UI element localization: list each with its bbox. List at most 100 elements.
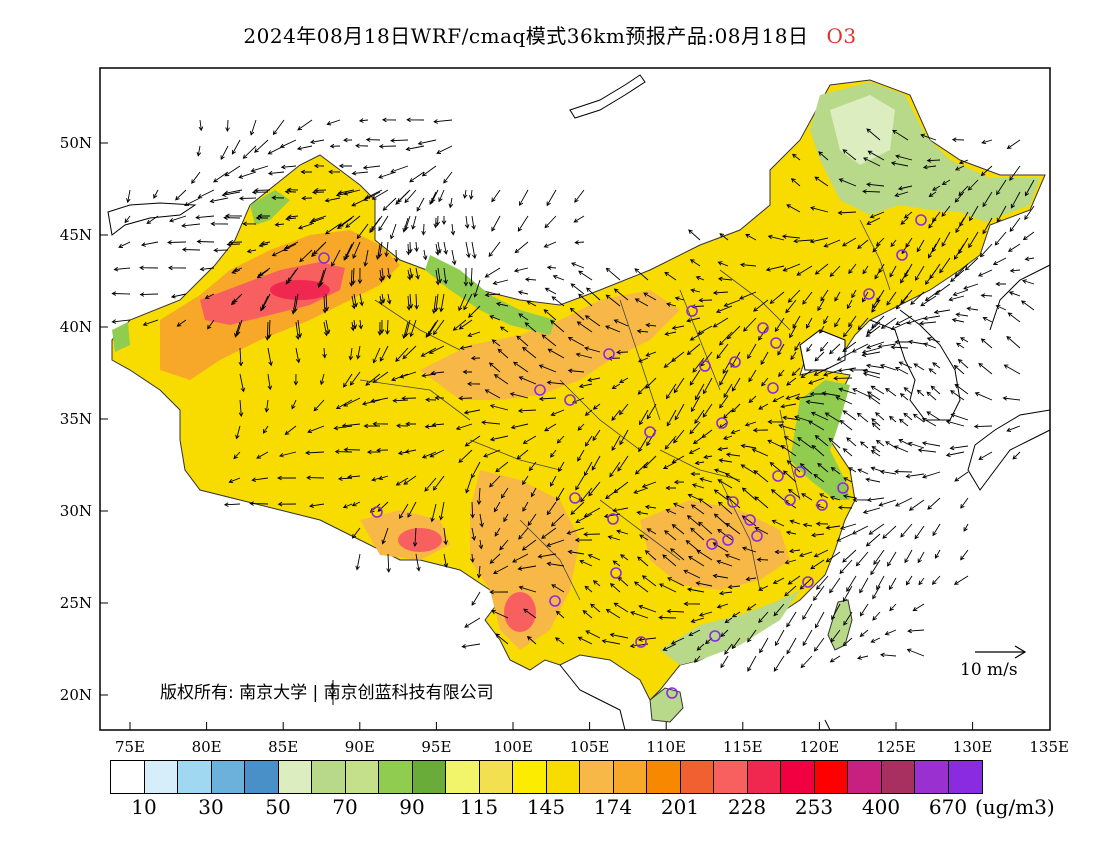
wind-vector-arrow	[550, 449, 557, 458]
wind-vector-arrow	[699, 477, 713, 483]
wind-vector-arrow	[578, 293, 593, 307]
wind-vector-arrow	[889, 603, 897, 612]
wind-vector-arrow	[815, 611, 825, 629]
wind-vector-arrow	[576, 321, 593, 333]
wind-vector-arrow	[662, 461, 677, 469]
wind-vector-arrow	[264, 399, 270, 413]
wind-vector-arrow	[848, 263, 857, 275]
wind-vector-arrow	[537, 553, 557, 559]
wind-vector-arrow	[491, 339, 501, 347]
wind-vector-arrow	[770, 488, 785, 501]
wind-vector-arrow	[372, 347, 381, 364]
wind-vector-arrow	[362, 165, 381, 170]
vietnam-coastline	[559, 664, 626, 731]
wind-vector-arrow	[884, 629, 897, 636]
wind-vector-arrow	[517, 565, 537, 571]
wind-vector-arrow	[698, 498, 713, 509]
wind-vector-arrow	[692, 357, 705, 373]
wind-vector-arrow	[494, 527, 501, 537]
wind-vector-arrow	[518, 527, 529, 540]
wind-vector-arrow	[784, 585, 797, 597]
wind-vector-arrow	[900, 269, 909, 284]
japan-coastline	[967, 409, 1051, 491]
kazakhstan-lake	[107, 202, 197, 236]
wind-vector-arrow	[895, 315, 913, 325]
wind-vector-arrow	[609, 461, 621, 478]
wind-vector-arrow	[465, 475, 473, 494]
wind-vector-arrow	[789, 325, 797, 339]
wind-vector-arrow	[619, 377, 629, 384]
wind-vector-arrow	[390, 138, 409, 143]
wind-vector-arrow	[513, 361, 529, 373]
wind-vector-arrow	[885, 441, 897, 449]
wind-vector-arrow	[296, 145, 313, 151]
wind-vector-arrow	[546, 189, 557, 207]
wind-vector-arrow	[928, 243, 937, 259]
wind-vector-arrow	[977, 269, 993, 277]
wind-vector-arrow	[637, 357, 649, 363]
city-marker	[794, 466, 806, 478]
wind-vector-arrow	[689, 331, 705, 341]
wind-vector-arrow	[435, 215, 440, 227]
wind-vector-arrow	[861, 351, 881, 358]
wind-vector-arrow	[278, 451, 297, 458]
wind-vector-arrow	[331, 249, 341, 267]
wind-vector-arrow	[932, 237, 941, 253]
city-marker	[607, 513, 619, 525]
wind-vector-arrow	[848, 467, 857, 473]
wind-vector-arrow	[518, 376, 537, 385]
wind-vector-arrow	[673, 479, 685, 485]
wind-vector-arrow	[349, 269, 354, 287]
city-marker	[816, 499, 828, 511]
wind-vector-arrow	[377, 501, 389, 512]
wind-vector-arrow	[256, 451, 269, 459]
wind-vector-arrow	[415, 267, 420, 280]
wind-vector-arrow	[611, 383, 621, 389]
city-marker	[863, 288, 875, 300]
wind-vector-arrow	[1007, 312, 1021, 323]
wind-vector-arrow	[995, 304, 1007, 311]
city-marker	[767, 382, 779, 394]
wind-vector-arrow	[895, 154, 913, 161]
wind-vector-arrow	[694, 409, 705, 424]
wind-vector-arrow	[570, 501, 585, 515]
wind-vector-arrow	[866, 217, 881, 225]
wind-vector-arrow	[587, 554, 601, 561]
wind-vector-arrow	[126, 189, 131, 204]
wind-vector-arrow	[950, 413, 969, 421]
wind-vector-arrow	[731, 377, 741, 392]
wind-vector-arrow	[866, 341, 885, 349]
wind-vector-arrow	[371, 189, 389, 200]
colorbar-swatch	[948, 761, 982, 793]
lon-tick-label: 80E	[192, 738, 222, 756]
wind-vector-arrow	[811, 444, 825, 457]
wind-vector-arrow	[356, 223, 369, 240]
wind-vector-arrow	[932, 211, 941, 223]
lon-tick-label: 90E	[345, 738, 375, 756]
wind-vector-arrow	[900, 523, 913, 538]
wind-vector-arrow	[696, 643, 705, 651]
wind-vector-arrow	[878, 499, 897, 507]
wind-vector-arrow	[267, 170, 285, 176]
wind-vector-arrow	[856, 655, 869, 660]
city-marker	[371, 506, 383, 518]
wind-vector-arrow	[665, 485, 676, 491]
wind-vector-arrow	[829, 265, 841, 277]
wind-vector-arrow	[591, 455, 601, 471]
wind-vector-arrow	[124, 215, 131, 224]
wind-vector-arrow	[716, 559, 733, 567]
wind-vector-arrow	[484, 292, 501, 298]
wind-vector-arrow	[842, 585, 853, 603]
wind-vector-arrow	[685, 540, 701, 553]
wind-vector-arrow	[473, 279, 481, 298]
wind-vector-arrow	[673, 429, 685, 444]
wind-vector-arrow	[941, 231, 951, 248]
wind-vector-arrow	[788, 548, 801, 554]
colorbar-swatch	[580, 761, 614, 793]
wind-vector-arrow	[774, 549, 785, 555]
wind-vector-arrow	[866, 391, 881, 401]
wind-vector-arrow	[777, 343, 785, 356]
wind-vector-arrow	[870, 385, 885, 395]
city-marker	[686, 305, 698, 317]
colorbar-label: 400	[861, 795, 901, 819]
